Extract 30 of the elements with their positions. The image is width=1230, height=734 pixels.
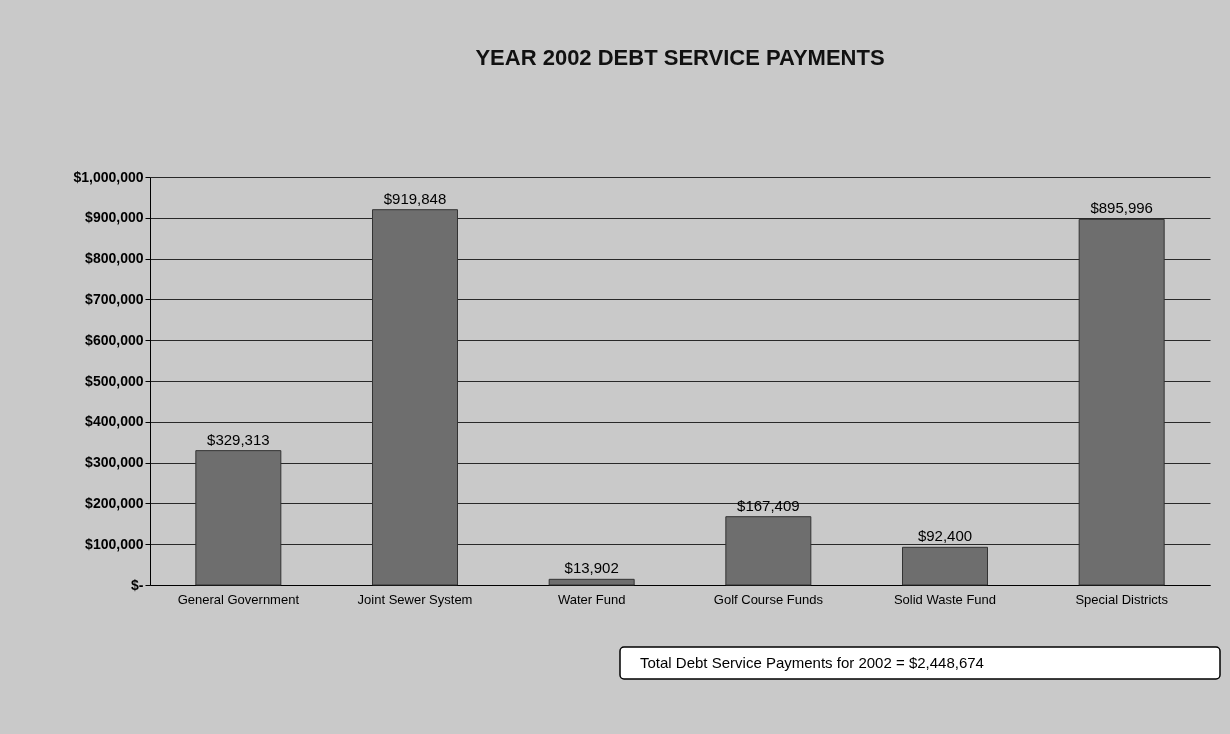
y-tick-label: $1,000,000 [73,168,144,185]
chart-title: YEAR 2002 DEBT SERVICE PAYMENTS [475,45,885,70]
y-tick-label: $900,000 [85,209,144,226]
bar [195,450,282,586]
y-tick-label: $700,000 [85,290,144,307]
y-tick-label: $200,000 [85,494,144,511]
x-tick-label: Solid Waste Fund [893,591,997,607]
y-tick-label: $300,000 [85,454,144,471]
bar [902,546,988,586]
bar [1078,218,1165,586]
data-label: $919,848 [383,189,447,207]
data-label: $895,996 [1090,199,1153,217]
x-tick-label: Joint Sewer System [357,591,473,607]
data-label: $92,400 [917,527,973,545]
x-tick-label: Golf Course Funds [713,591,824,607]
data-label: $13,902 [564,559,619,577]
y-tick-label: $500,000 [85,372,144,389]
text: Total Debt Service Payments for 2002 = $2,448,674 [640,654,984,671]
y-tick-label: $400,000 [85,413,144,430]
bar [548,578,635,586]
data-label: $329,313 [207,430,270,448]
y-tick-label: $600,000 [85,331,144,348]
x-tick-label: General Government [177,591,300,607]
bar [372,209,458,586]
x-tick-label: Water Fund [557,591,626,607]
x-tick-label: Special Districts [1075,591,1169,607]
y-tick-label: $800,000 [85,250,144,267]
y-tick-label: $- [131,576,144,593]
bar [725,516,812,586]
y-tick-label: $100,000 [85,535,144,552]
